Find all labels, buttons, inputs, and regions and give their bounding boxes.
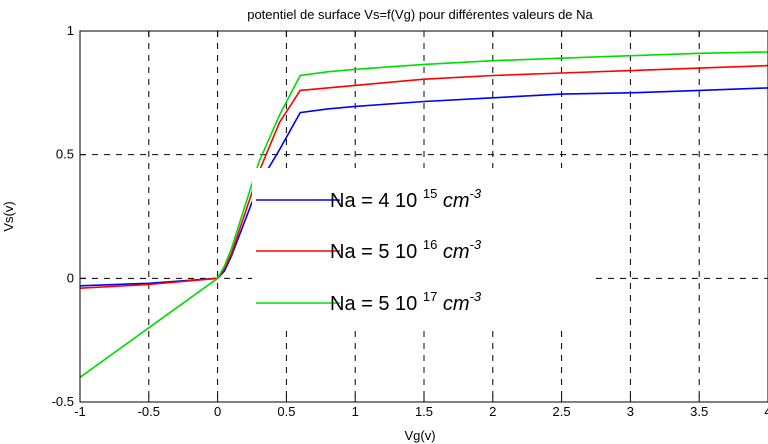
x-tick-label: 3 [627,404,634,419]
legend: Na = 4 10 15 cm-3 Na = 5 10 16 cm-3 Na = 5… [252,168,592,328]
x-tick-label: 4 [764,404,768,419]
x-tick-label: 1 [352,404,359,419]
x-tick-label: 0 [214,404,221,419]
y-tick-label: 0.5 [56,147,74,162]
y-tick-label: 0 [67,270,74,285]
series-lines [79,51,768,378]
legend-label-1: Na = 4 10 15 cm-3 [330,186,482,212]
axis-ticks: -1-0.500.511.522.533.54-0.500.51 [52,23,768,419]
y-tick-label: -0.5 [52,394,74,409]
legend-box [252,168,592,328]
x-tick-label: -1 [74,404,86,419]
x-axis-label: Vg(v) [404,428,435,443]
x-tick-label: 0.5 [277,404,295,419]
legend-label-3: Na = 5 10 17 cm-3 [330,289,482,315]
chart-title: potentiel de surface Vs=f(Vg) pour diffé… [247,7,593,22]
x-tick-label: 2.5 [553,404,571,419]
legend-label-2: Na = 5 10 16 cm-3 [330,237,482,263]
x-tick-label: -0.5 [138,404,160,419]
y-tick-label: 1 [67,23,74,38]
x-tick-label: 2 [489,404,496,419]
y-axis-label: Vs(v) [1,201,16,231]
series-line-3 [79,51,768,378]
x-tick-label: 3.5 [690,404,708,419]
x-tick-label: 1.5 [415,404,433,419]
